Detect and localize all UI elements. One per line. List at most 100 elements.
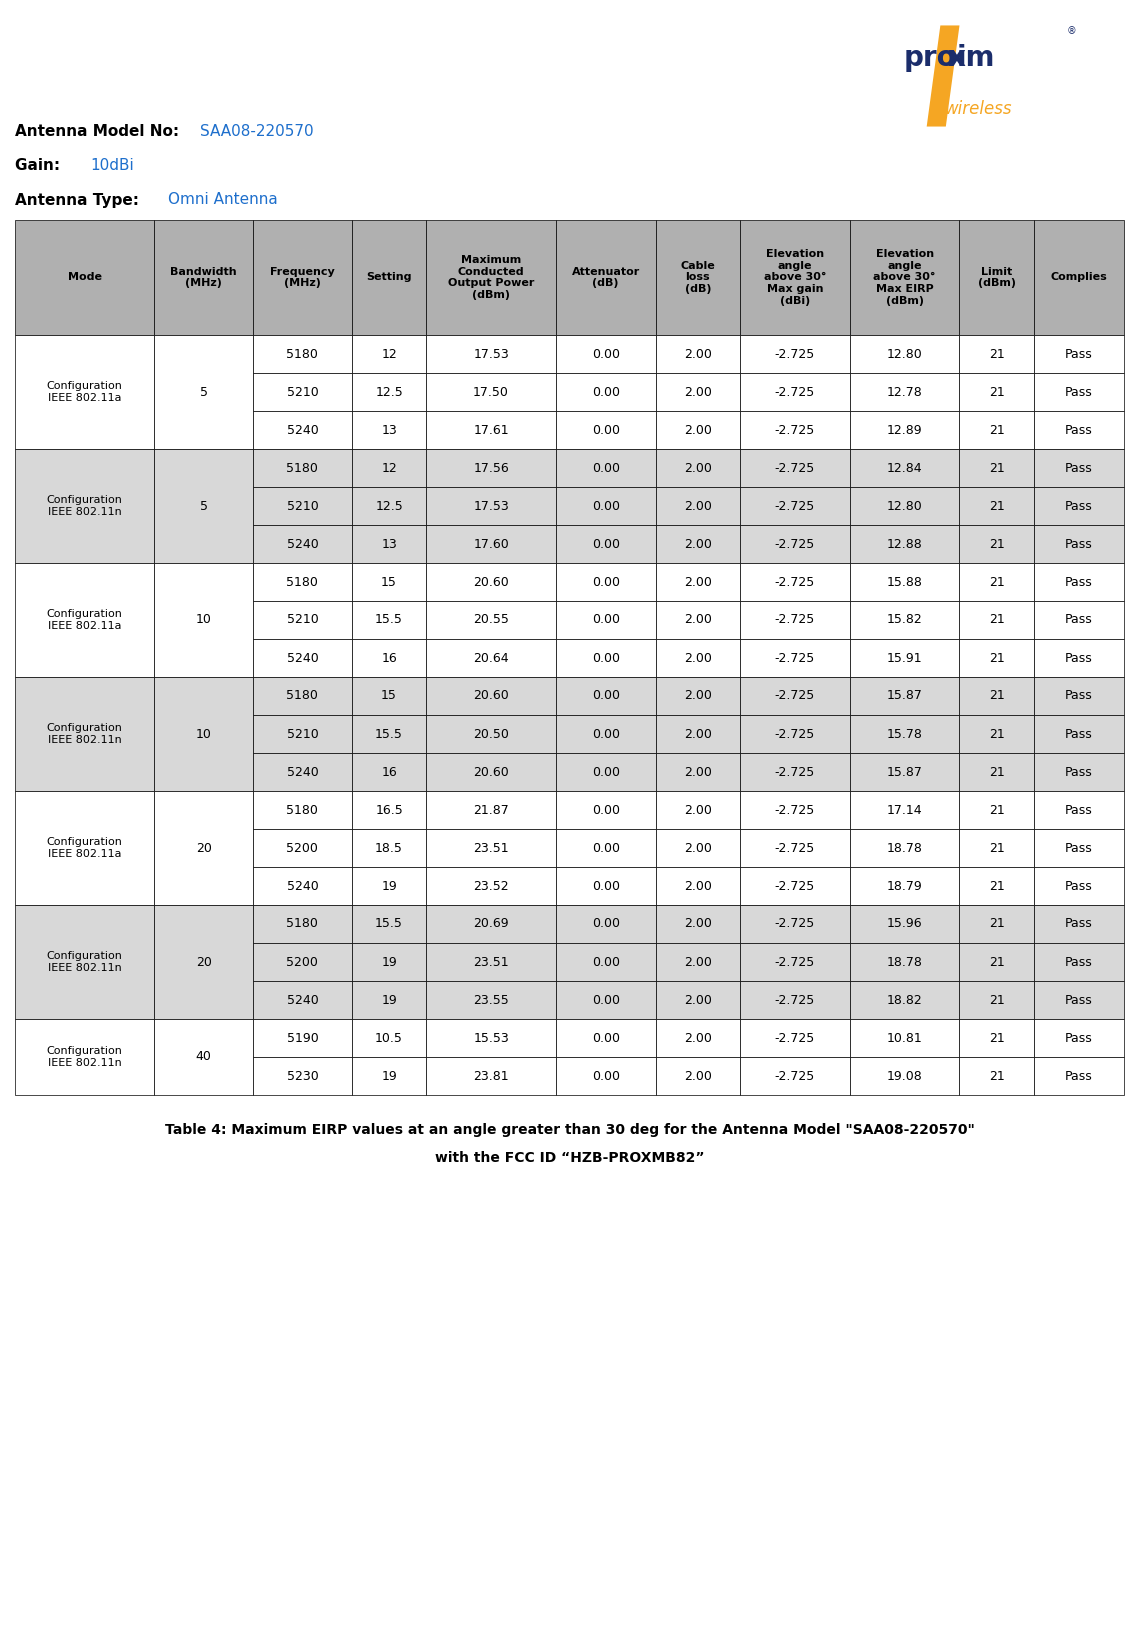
Text: 20.64: 20.64: [474, 651, 509, 664]
Text: -2.725: -2.725: [775, 613, 816, 626]
Text: 17.14: 17.14: [887, 803, 923, 816]
Text: -2.725: -2.725: [775, 955, 816, 968]
Text: x: x: [948, 45, 966, 73]
Text: 18.78: 18.78: [886, 955, 923, 968]
Text: Configuration
IEEE 802.11n: Configuration IEEE 802.11n: [47, 1046, 123, 1067]
Text: 12.80: 12.80: [887, 347, 923, 360]
Text: -2.725: -2.725: [775, 879, 816, 892]
Text: -2.725: -2.725: [775, 689, 816, 702]
Text: 2.00: 2.00: [683, 841, 712, 854]
Text: 2.00: 2.00: [683, 651, 712, 664]
Text: Pass: Pass: [1065, 765, 1093, 778]
Text: im: im: [957, 45, 995, 73]
Text: Antenna Model No:: Antenna Model No:: [15, 124, 185, 139]
Text: 15.91: 15.91: [887, 651, 923, 664]
Text: 2.00: 2.00: [683, 347, 712, 360]
Text: Configuration
IEEE 802.11n: Configuration IEEE 802.11n: [47, 496, 123, 517]
Text: Complies: Complies: [1050, 273, 1107, 282]
Text: Pass: Pass: [1065, 423, 1093, 436]
Text: 2.00: 2.00: [683, 955, 712, 968]
Text: Maximum
Conducted
Output Power
(dBm): Maximum Conducted Output Power (dBm): [448, 254, 534, 301]
Text: 15.5: 15.5: [375, 613, 403, 626]
Text: 12.78: 12.78: [887, 385, 923, 398]
Text: 2.00: 2.00: [683, 575, 712, 588]
Text: 21: 21: [989, 1031, 1005, 1044]
Text: 15.53: 15.53: [473, 1031, 509, 1044]
Text: 21: 21: [989, 1069, 1005, 1082]
Text: 13: 13: [382, 423, 396, 436]
Text: 0.00: 0.00: [591, 499, 620, 512]
Text: 5180: 5180: [287, 575, 318, 588]
Text: 16: 16: [382, 651, 396, 664]
Text: 2.00: 2.00: [683, 879, 712, 892]
Text: -2.725: -2.725: [775, 499, 816, 512]
Text: Pass: Pass: [1065, 651, 1093, 664]
Text: Pass: Pass: [1065, 1031, 1093, 1044]
Text: 12.89: 12.89: [887, 423, 923, 436]
Text: Configuration
IEEE 802.11n: Configuration IEEE 802.11n: [47, 952, 123, 973]
Text: Antenna Type:: Antenna Type:: [15, 193, 145, 208]
Text: -2.725: -2.725: [775, 993, 816, 1006]
Text: Setting: Setting: [367, 273, 412, 282]
Text: 0.00: 0.00: [591, 651, 620, 664]
Text: 2.00: 2.00: [683, 689, 712, 702]
Text: 21: 21: [989, 461, 1005, 474]
Text: 20.60: 20.60: [473, 575, 509, 588]
Text: 21: 21: [989, 917, 1005, 930]
Text: -2.725: -2.725: [775, 651, 816, 664]
Text: 0.00: 0.00: [591, 917, 620, 930]
Text: Table 4: Maximum EIRP values at an angle greater than 30 deg for the Antenna Mod: Table 4: Maximum EIRP values at an angle…: [164, 1123, 975, 1137]
Text: Configuration
IEEE 802.11a: Configuration IEEE 802.11a: [47, 610, 123, 631]
Text: Omni Antenna: Omni Antenna: [167, 193, 278, 208]
Text: 21: 21: [989, 727, 1005, 740]
Text: 21: 21: [989, 423, 1005, 436]
Text: pro: pro: [904, 45, 957, 73]
Text: 18.82: 18.82: [887, 993, 923, 1006]
Text: ®: ®: [1067, 26, 1076, 36]
Text: 2.00: 2.00: [683, 537, 712, 550]
Text: 17.53: 17.53: [473, 347, 509, 360]
Text: 21: 21: [989, 347, 1005, 360]
Text: 2.00: 2.00: [683, 917, 712, 930]
Text: -2.725: -2.725: [775, 765, 816, 778]
Text: 0.00: 0.00: [591, 613, 620, 626]
Text: -2.725: -2.725: [775, 575, 816, 588]
Text: 15.96: 15.96: [887, 917, 923, 930]
Text: 20.60: 20.60: [473, 765, 509, 778]
Text: 5210: 5210: [287, 727, 318, 740]
Text: 0.00: 0.00: [591, 575, 620, 588]
Text: 18.78: 18.78: [886, 841, 923, 854]
Text: 2.00: 2.00: [683, 1069, 712, 1082]
Text: 5210: 5210: [287, 385, 318, 398]
Text: 23.81: 23.81: [474, 1069, 509, 1082]
Text: 23.52: 23.52: [474, 879, 509, 892]
Text: 2.00: 2.00: [683, 461, 712, 474]
Text: Bandwidth
(MHz): Bandwidth (MHz): [171, 266, 237, 289]
Text: 5: 5: [199, 385, 207, 398]
Text: 12.5: 12.5: [375, 499, 403, 512]
Text: 21: 21: [989, 955, 1005, 968]
Text: -2.725: -2.725: [775, 1031, 816, 1044]
Text: 21: 21: [989, 689, 1005, 702]
Text: 0.00: 0.00: [591, 841, 620, 854]
Text: 15.87: 15.87: [886, 765, 923, 778]
Text: with the FCC ID “HZB-PROXMB82”: with the FCC ID “HZB-PROXMB82”: [435, 1151, 704, 1165]
Text: 15: 15: [382, 575, 398, 588]
Text: 5180: 5180: [287, 461, 318, 474]
Text: 2.00: 2.00: [683, 385, 712, 398]
Text: 16: 16: [382, 765, 396, 778]
Text: 5180: 5180: [287, 347, 318, 360]
Text: -2.725: -2.725: [775, 423, 816, 436]
Text: Pass: Pass: [1065, 993, 1093, 1006]
Text: 0.00: 0.00: [591, 993, 620, 1006]
Text: Pass: Pass: [1065, 689, 1093, 702]
Text: 20.55: 20.55: [473, 613, 509, 626]
Text: 5240: 5240: [287, 879, 318, 892]
Text: 15.88: 15.88: [886, 575, 923, 588]
Text: 2.00: 2.00: [683, 765, 712, 778]
Text: 20.60: 20.60: [473, 689, 509, 702]
Text: 10.5: 10.5: [375, 1031, 403, 1044]
Text: 21: 21: [989, 803, 1005, 816]
Text: 0.00: 0.00: [591, 537, 620, 550]
Text: Pass: Pass: [1065, 841, 1093, 854]
